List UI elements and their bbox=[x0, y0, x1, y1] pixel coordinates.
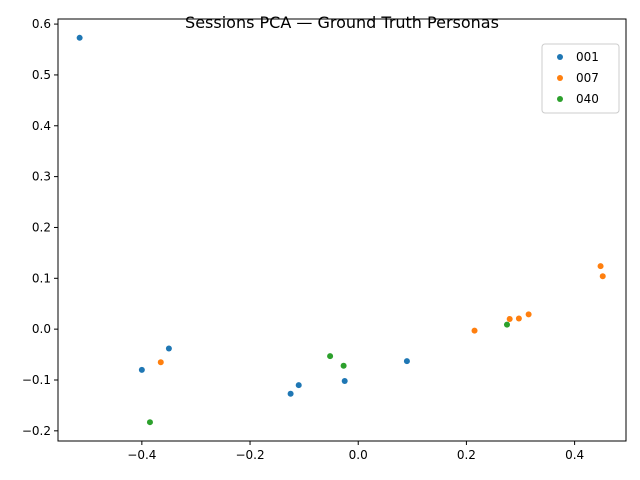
data-point-007 bbox=[471, 327, 478, 334]
legend-label-040: 040 bbox=[576, 92, 599, 106]
data-point-007 bbox=[599, 273, 606, 280]
data-point-040 bbox=[146, 419, 153, 426]
axes-frame bbox=[57, 18, 627, 442]
chart-title: Sessions PCA — Ground Truth Personas bbox=[185, 13, 499, 32]
data-point-040 bbox=[503, 321, 510, 328]
data-point-001 bbox=[341, 378, 348, 385]
data-point-001 bbox=[138, 366, 145, 373]
y-tick-label: −0.2 bbox=[22, 424, 51, 438]
data-point-001 bbox=[287, 390, 294, 397]
y-tick-label: 0.1 bbox=[32, 271, 51, 285]
data-point-001 bbox=[165, 345, 172, 352]
x-tick-label: 0.0 bbox=[349, 448, 368, 462]
axes: −0.4 −0.2 0.0 0.2 0.4 −0.2 −0.1 0.0 0.1 0.2 0.3 0.4… bbox=[22, 17, 584, 462]
legend-marker-007 bbox=[557, 75, 563, 81]
x-tick-label: 0.4 bbox=[565, 448, 584, 462]
y-tick-label: 0.4 bbox=[32, 119, 51, 133]
legend-label-007: 007 bbox=[576, 71, 599, 85]
x-tick-label: 0.2 bbox=[457, 448, 476, 462]
y-tick-label: 0.0 bbox=[32, 322, 51, 336]
plot-area bbox=[76, 34, 606, 426]
data-point-040 bbox=[340, 362, 347, 369]
legend: 001 007 040 bbox=[541, 43, 620, 114]
y-tick-label: 0.3 bbox=[32, 170, 51, 184]
y-tick-label: 0.6 bbox=[32, 17, 51, 31]
data-point-007 bbox=[525, 311, 532, 318]
legend-label-001: 001 bbox=[576, 50, 599, 64]
x-tick-label: −0.2 bbox=[235, 448, 264, 462]
y-tick-label: 0.2 bbox=[32, 220, 51, 234]
data-point-001 bbox=[76, 34, 83, 41]
data-point-007 bbox=[515, 315, 522, 322]
data-point-007 bbox=[506, 315, 513, 322]
legend-marker-040 bbox=[557, 96, 563, 102]
data-point-007 bbox=[597, 263, 604, 270]
y-tick-label: 0.5 bbox=[32, 68, 51, 82]
legend-box bbox=[541, 43, 620, 114]
y-tick-label: −0.1 bbox=[22, 373, 51, 387]
data-point-007 bbox=[157, 359, 164, 366]
data-point-001 bbox=[295, 382, 302, 389]
data-point-001 bbox=[403, 358, 410, 365]
legend-marker-001 bbox=[557, 54, 563, 60]
x-tick-label: −0.4 bbox=[127, 448, 156, 462]
data-point-040 bbox=[327, 353, 334, 360]
